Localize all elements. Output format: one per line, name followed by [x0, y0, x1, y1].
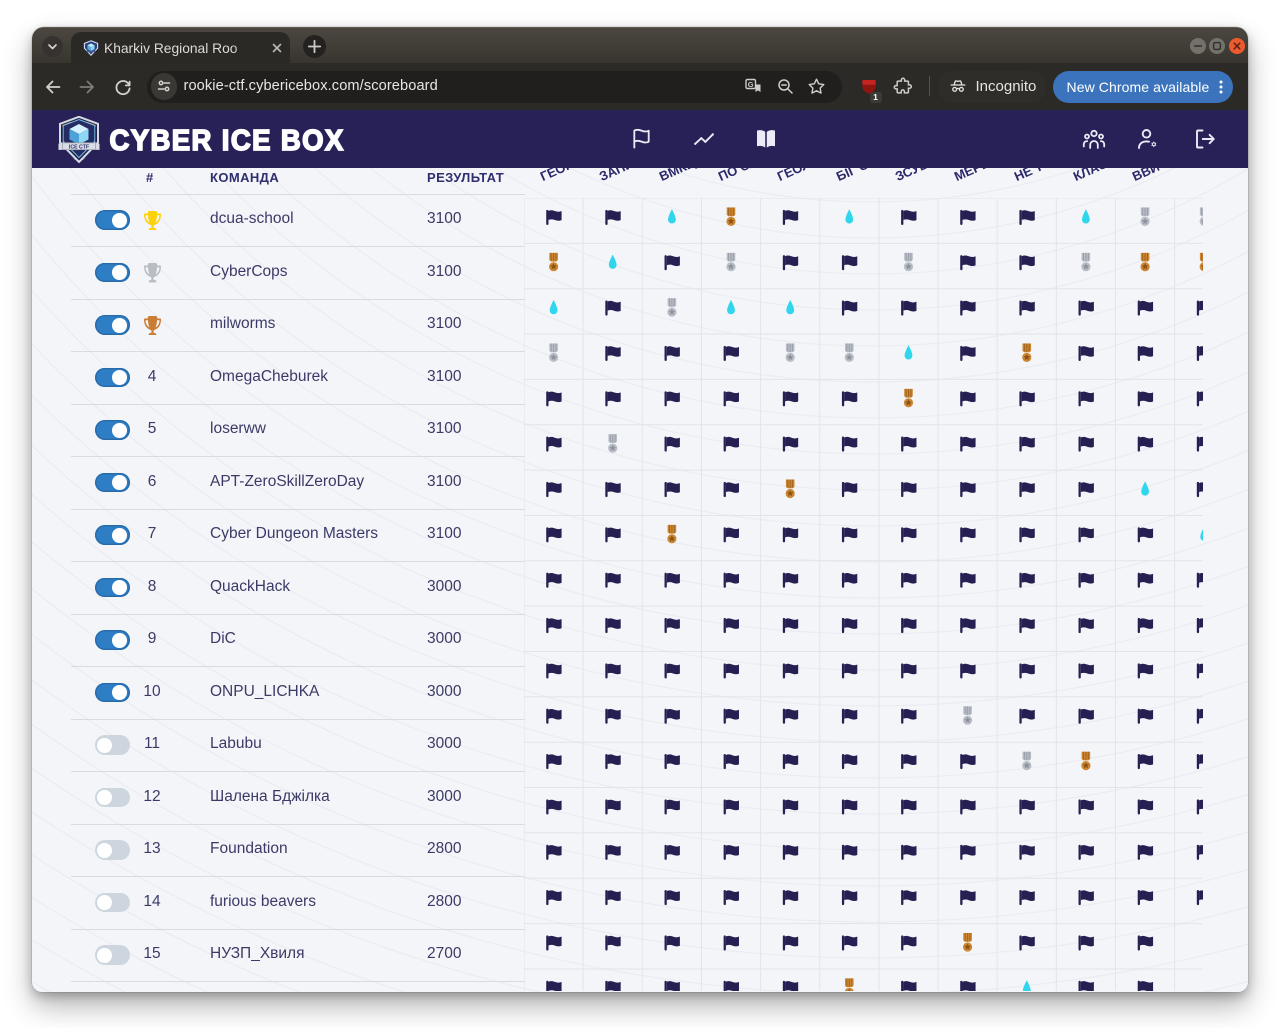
- svg-text:G: G: [747, 80, 753, 89]
- svg-text:ICE CTF: ICE CTF: [69, 144, 89, 150]
